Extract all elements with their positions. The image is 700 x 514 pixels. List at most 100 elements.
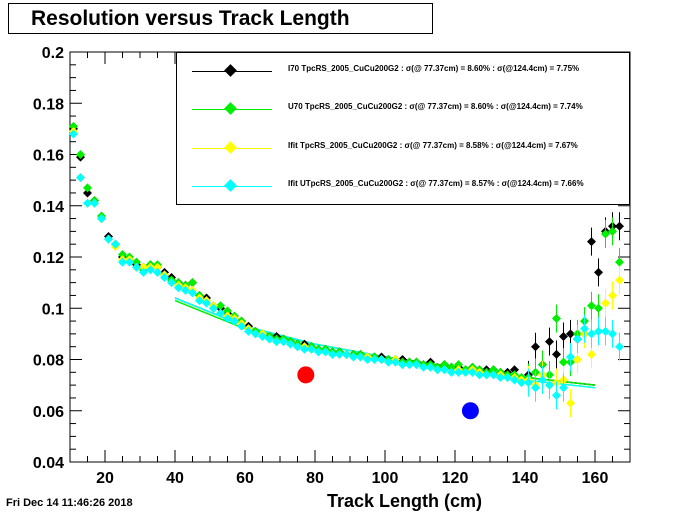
data-point [76,173,85,183]
data-point [559,357,568,367]
data-point [475,370,484,380]
data-point [90,198,99,208]
data-point [342,349,351,359]
data-point [195,296,204,306]
data-point [377,355,386,364]
data-point [510,375,519,385]
x-axis-label: Track Length (cm) [327,491,483,511]
data-point [454,360,463,370]
legend-marker [224,141,237,154]
data-point [244,326,253,336]
data-point [216,301,225,311]
data-point [139,267,148,277]
data-point [83,183,92,193]
data-point [118,257,127,267]
data-point [573,355,582,364]
data-point [321,347,330,357]
x-tick-label: 160 [582,470,609,487]
legend-label: I70 TpcRS_2005_CuCu200G2 : σ(@ 77.37cm) … [288,64,580,73]
x-tick-label: 60 [236,470,254,487]
data-point [237,321,246,331]
legend-entry: Ifit TpcRS_2005_CuCu200G2 : σ(@ 77.37cm)… [177,139,629,159]
data-point [608,329,617,339]
data-point [503,372,512,382]
chart-title: Resolution versus Track Length [31,7,350,30]
y-tick-label: 0.12 [33,250,64,267]
legend-label: Ifit TpcRS_2005_CuCu200G2 : σ(@ 77.37cm)… [288,141,578,150]
data-point [615,342,624,352]
data-point [356,352,365,362]
data-point [601,229,610,239]
data-point [580,324,589,334]
data-point [608,226,617,236]
data-point [447,367,456,377]
data-point [307,344,316,354]
data-point [216,308,225,318]
data-point [412,360,421,370]
data-point [265,334,274,344]
data-point [510,365,519,375]
data-point [461,367,470,377]
reference-point [461,402,479,420]
data-point [587,301,596,311]
data-point [559,331,568,341]
legend-marker [224,179,237,192]
data-point [496,372,505,382]
data-point [230,316,239,326]
data-point [223,306,232,316]
data-point [223,314,232,323]
data-point [489,365,498,375]
axis-tick-labels: 20 40 60 80 100 120 140 160 0.04 0.06 0.08 0.1 0.12 0… [33,45,609,487]
data-point [545,337,554,347]
data-point [69,129,78,139]
legend-label: Ifit UTpcRS_2005_CuCu200G2 : σ(@ 77.37cm… [288,179,584,188]
x-tick-label: 140 [512,470,539,487]
data-point [594,326,603,336]
data-point [384,357,393,367]
data-point [370,355,379,364]
data-point [125,257,134,267]
data-point [188,288,197,298]
data-point [615,275,624,285]
data-point [468,367,477,377]
data-point [524,378,533,388]
data-point [132,257,141,267]
legend: I70 TpcRS_2005_CuCu200G2 : σ(@ 77.37cm) … [176,52,630,205]
data-point [69,121,78,131]
x-tick-label: 120 [442,470,469,487]
data-point [279,337,288,347]
y-tick-label: 0.16 [33,148,64,165]
data-point [391,357,400,367]
data-point [531,342,540,352]
data-point [587,349,596,359]
reference-points [297,366,479,420]
data-point [272,337,281,347]
data-point [615,257,624,267]
y-tick-label: 0.04 [33,455,64,472]
data-point [132,262,141,272]
data-point [566,329,575,339]
x-tick-label: 40 [166,470,184,487]
data-point [489,370,498,380]
title-box: Resolution versus Track Length [8,3,433,34]
data-point [405,360,414,370]
y-tick-label: 0.18 [33,96,64,113]
data-point [76,150,85,159]
data-point [83,188,92,198]
data-point [104,234,113,244]
data-point [566,398,575,408]
data-point [146,265,155,275]
data-point [181,285,190,295]
data-point [587,237,596,247]
data-point [559,383,568,393]
data-point [153,267,162,277]
data-point [608,290,617,300]
data-point [601,298,610,308]
legend-label: U70 TpcRS_2005_CuCu200G2 : σ(@ 77.37cm) … [288,102,583,111]
data-point [419,362,428,372]
data-point [314,347,323,357]
data-point [538,375,547,385]
data-point [111,239,120,249]
data-point [552,314,561,323]
